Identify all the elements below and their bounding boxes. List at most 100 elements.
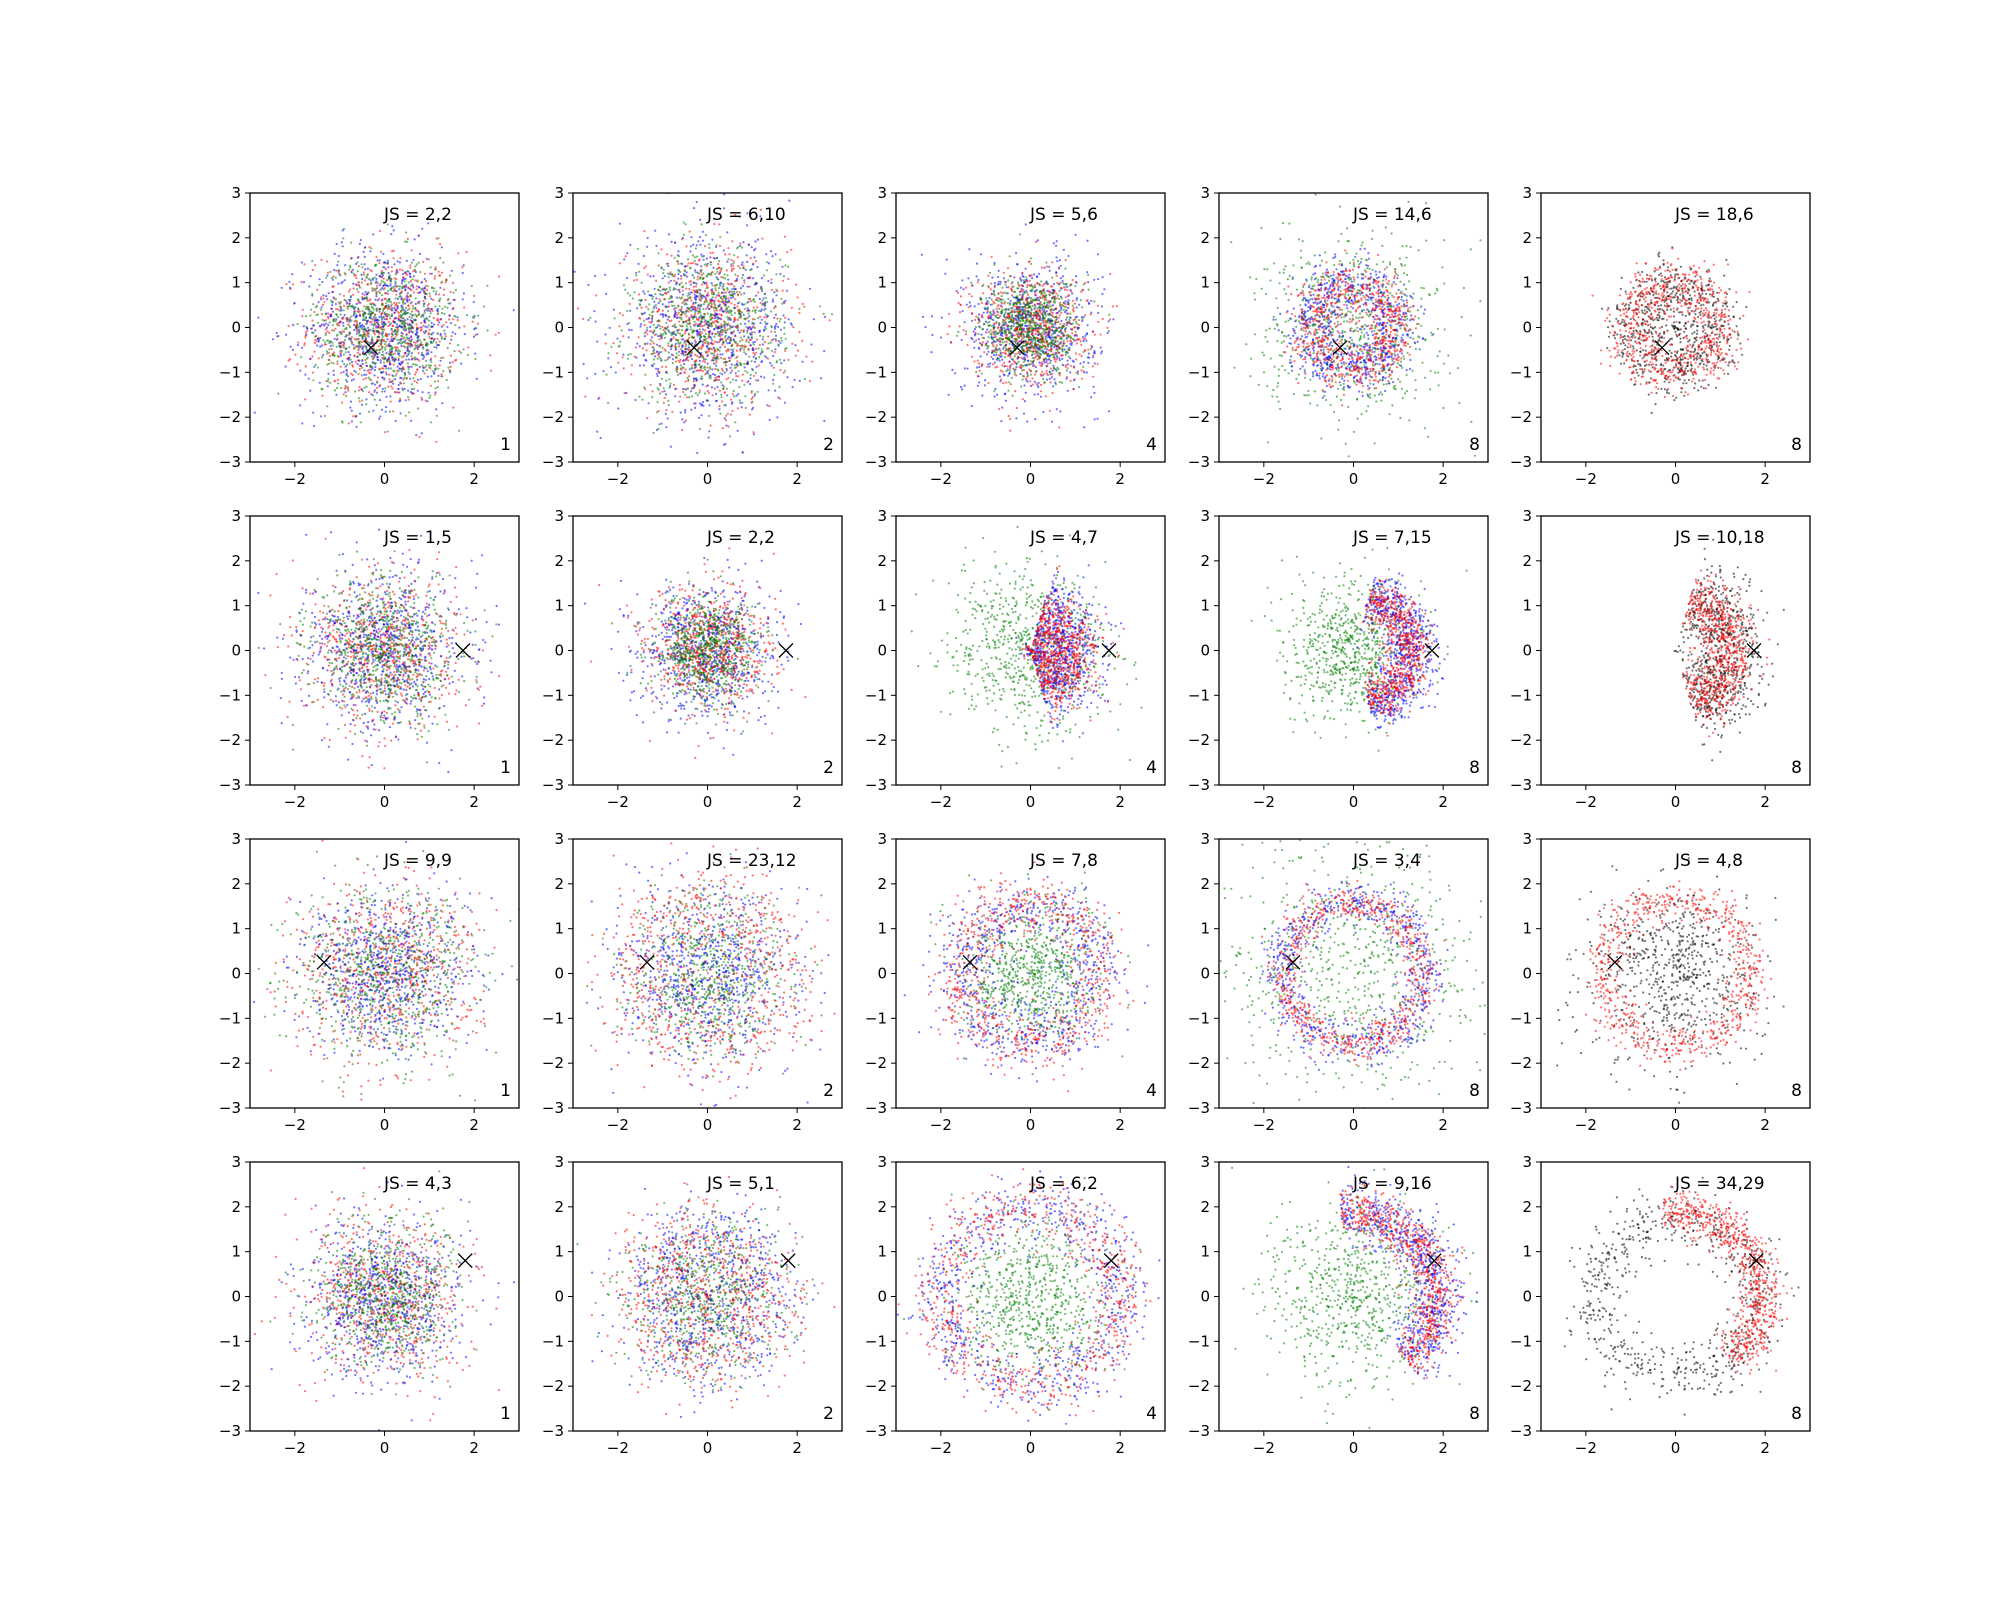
point bbox=[668, 286, 671, 289]
point bbox=[425, 308, 428, 311]
point bbox=[400, 309, 404, 312]
point bbox=[289, 286, 292, 289]
point bbox=[971, 338, 974, 341]
point bbox=[391, 225, 394, 228]
point bbox=[433, 372, 436, 375]
point bbox=[676, 331, 680, 334]
point bbox=[637, 336, 640, 339]
point bbox=[390, 340, 393, 343]
point bbox=[679, 348, 682, 351]
point bbox=[744, 369, 747, 373]
point bbox=[425, 341, 428, 344]
point bbox=[444, 332, 447, 335]
point bbox=[711, 296, 714, 299]
point bbox=[770, 330, 773, 333]
point bbox=[978, 365, 981, 369]
point bbox=[331, 304, 334, 307]
point bbox=[338, 321, 341, 324]
point bbox=[721, 291, 724, 294]
point bbox=[739, 242, 742, 245]
point bbox=[357, 283, 361, 287]
point bbox=[671, 325, 674, 328]
point bbox=[1029, 384, 1033, 388]
point bbox=[700, 414, 703, 417]
point bbox=[1034, 418, 1037, 421]
point bbox=[350, 241, 353, 244]
point bbox=[652, 310, 655, 313]
point bbox=[375, 290, 378, 293]
point bbox=[374, 281, 377, 284]
point bbox=[391, 334, 395, 337]
point bbox=[719, 236, 722, 239]
point bbox=[730, 258, 733, 262]
point bbox=[386, 315, 389, 318]
point bbox=[406, 240, 409, 243]
point bbox=[440, 271, 443, 274]
point bbox=[384, 348, 387, 351]
point bbox=[360, 340, 363, 344]
point bbox=[633, 355, 636, 358]
point bbox=[385, 406, 388, 409]
point bbox=[990, 313, 994, 316]
point bbox=[643, 311, 646, 314]
point bbox=[694, 247, 698, 250]
point bbox=[421, 354, 424, 357]
point bbox=[449, 290, 452, 294]
point bbox=[405, 377, 408, 380]
point bbox=[401, 317, 404, 320]
point bbox=[783, 326, 786, 329]
point bbox=[751, 321, 754, 324]
point bbox=[397, 318, 400, 322]
point bbox=[828, 319, 831, 322]
point bbox=[385, 279, 389, 282]
point bbox=[707, 273, 710, 276]
point bbox=[332, 369, 335, 372]
point bbox=[1065, 344, 1068, 348]
point bbox=[751, 318, 755, 321]
point bbox=[661, 277, 664, 280]
point bbox=[715, 378, 718, 381]
point bbox=[334, 276, 337, 279]
point bbox=[331, 324, 334, 327]
point bbox=[304, 365, 307, 368]
point bbox=[339, 301, 343, 304]
point bbox=[697, 347, 700, 350]
point bbox=[734, 421, 737, 424]
point bbox=[415, 288, 418, 291]
point bbox=[409, 280, 413, 283]
point bbox=[348, 268, 351, 271]
point bbox=[782, 275, 786, 278]
point bbox=[326, 260, 329, 263]
point bbox=[747, 297, 750, 301]
point bbox=[650, 320, 654, 323]
point bbox=[292, 283, 295, 286]
point bbox=[412, 286, 415, 289]
point bbox=[1003, 374, 1006, 377]
point bbox=[352, 343, 355, 346]
point bbox=[662, 272, 665, 275]
point bbox=[355, 338, 358, 341]
point bbox=[738, 316, 741, 319]
point bbox=[730, 344, 734, 347]
point bbox=[704, 368, 707, 371]
point bbox=[345, 326, 348, 329]
point bbox=[462, 348, 465, 351]
point bbox=[390, 307, 394, 310]
point bbox=[801, 360, 804, 363]
point bbox=[303, 263, 306, 266]
point bbox=[701, 356, 704, 359]
point bbox=[638, 395, 641, 398]
point bbox=[655, 333, 658, 336]
point bbox=[724, 364, 728, 367]
point bbox=[417, 261, 420, 264]
point bbox=[371, 367, 374, 370]
point bbox=[784, 349, 787, 352]
point bbox=[428, 319, 431, 322]
point bbox=[650, 336, 654, 339]
point bbox=[389, 322, 393, 325]
point bbox=[408, 372, 411, 375]
point bbox=[690, 309, 693, 312]
point bbox=[727, 335, 730, 338]
point bbox=[965, 303, 968, 306]
point bbox=[406, 345, 409, 348]
